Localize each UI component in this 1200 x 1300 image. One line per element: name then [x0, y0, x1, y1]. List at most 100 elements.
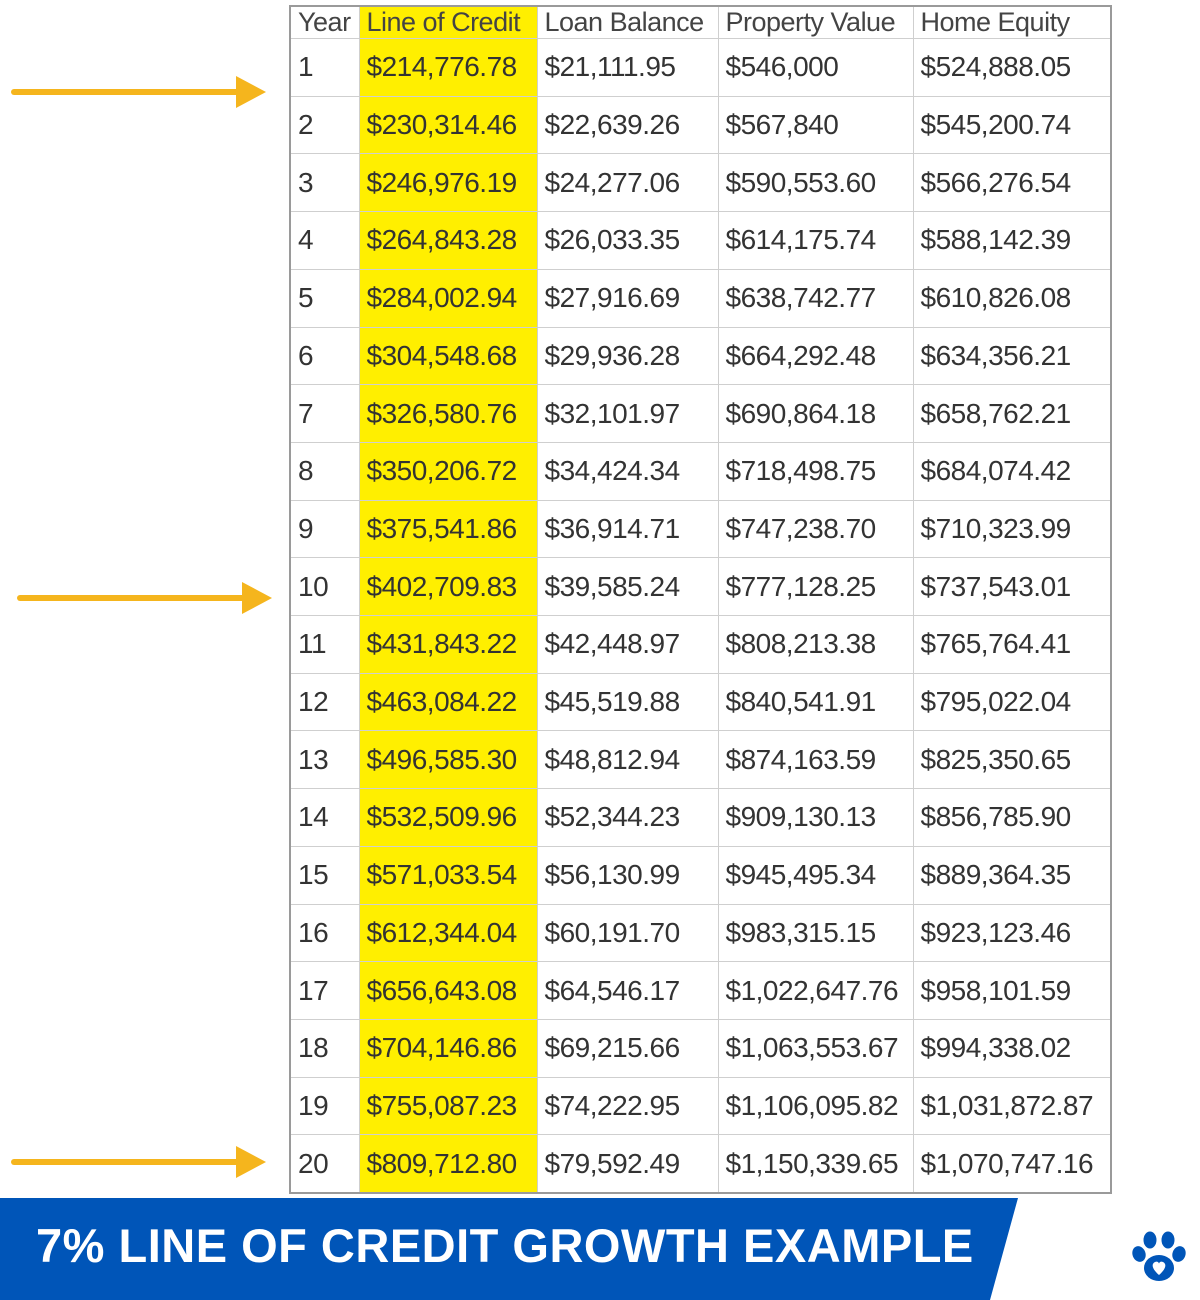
cell-line-of-credit: $809,712.80	[359, 1134, 538, 1192]
column-header-property-value: Property Value	[718, 7, 914, 39]
cell-line-of-credit: $463,084.22	[359, 673, 538, 732]
cell-loan-balance: $69,215.66	[537, 1019, 719, 1078]
cell-home-equity: $958,101.59	[913, 961, 1110, 1020]
cell-home-equity: $825,350.65	[913, 730, 1110, 790]
cell-year: 20	[291, 1134, 360, 1192]
table-row: 16 $612,344.04 $60,191.70 $983,315.15 $923,1…	[291, 904, 1110, 963]
cell-loan-balance: $39,585.24	[537, 557, 719, 617]
cell-property-value: $590,553.60	[718, 153, 914, 213]
cell-loan-balance: $22,639.26	[537, 96, 719, 155]
cell-home-equity: $994,338.02	[913, 1019, 1110, 1078]
cell-year: 15	[291, 846, 360, 905]
cell-year: 4	[291, 211, 360, 270]
cell-loan-balance: $27,916.69	[537, 269, 719, 328]
cell-property-value: $690,864.18	[718, 384, 914, 443]
cell-property-value: $909,130.13	[718, 788, 914, 847]
cell-year: 6	[291, 327, 360, 386]
cell-line-of-credit: $532,509.96	[359, 788, 538, 847]
table-body: 1 $214,776.78 $21,111.95 $546,000 $524,888.0…	[291, 38, 1110, 1192]
table-row: 14 $532,509.96 $52,344.23 $909,130.13 $856,7…	[291, 788, 1110, 847]
cell-line-of-credit: $350,206.72	[359, 442, 538, 501]
cell-property-value: $808,213.38	[718, 615, 914, 674]
column-header-loan-balance: Loan Balance	[537, 7, 719, 39]
cell-line-of-credit: $326,580.76	[359, 384, 538, 443]
cell-home-equity: $795,022.04	[913, 673, 1110, 732]
cell-line-of-credit: $704,146.86	[359, 1019, 538, 1078]
cell-year: 5	[291, 269, 360, 328]
cell-year: 14	[291, 788, 360, 847]
cell-line-of-credit: $755,087.23	[359, 1077, 538, 1136]
table-row: 17 $656,643.08 $64,546.17 $1,022,647.76 $958…	[291, 961, 1110, 1020]
cell-line-of-credit: $612,344.04	[359, 904, 538, 963]
cell-property-value: $664,292.48	[718, 327, 914, 386]
cell-year: 19	[291, 1077, 360, 1136]
cell-loan-balance: $48,812.94	[537, 730, 719, 790]
cell-loan-balance: $64,546.17	[537, 961, 719, 1020]
cell-property-value: $614,175.74	[718, 211, 914, 270]
cell-year: 13	[291, 730, 360, 790]
table-row: 15 $571,033.54 $56,130.99 $945,495.34 $889,3…	[291, 846, 1110, 905]
cell-home-equity: $1,070,747.16	[920, 1147, 1094, 1179]
column-header-home-equity: Home Equity	[913, 7, 1110, 39]
cell-property-value: $983,315.15	[718, 904, 914, 963]
table-row: 10 $402,709.83 $39,585.24 $777,128.25 $737,5…	[291, 557, 1110, 617]
cell-year: 10	[291, 557, 360, 617]
table-row: 9 $375,541.86 $36,914.71 $747,238.70 $710,32…	[291, 500, 1110, 559]
table-row: 5 $284,002.94 $27,916.69 $638,742.77 $610,82…	[291, 269, 1110, 328]
cell-loan-balance: $21,111.95	[537, 38, 719, 97]
cell-line-of-credit: $431,843.22	[359, 615, 538, 674]
cell-year: 1	[291, 38, 360, 97]
cell-loan-balance: $29,936.28	[537, 327, 719, 386]
cell-home-equity: $658,762.21	[913, 384, 1110, 443]
cell-property-value: $1,150,339.65	[718, 1134, 914, 1192]
banner-background	[0, 1198, 1018, 1300]
cell-year: 12	[291, 673, 360, 732]
cell-line-of-credit: $571,033.54	[359, 846, 538, 905]
credit-growth-table-container: Year Line of Credit Loan Balance Propert…	[289, 5, 1112, 1194]
table-row: 12 $463,084.22 $45,519.88 $840,541.91 $795,0…	[291, 673, 1110, 732]
right-arrow-icon	[11, 1146, 266, 1178]
right-arrow-icon	[11, 76, 266, 108]
cell-line-of-credit: $284,002.94	[359, 269, 538, 328]
cell-home-equity: $765,764.41	[913, 615, 1110, 674]
cell-property-value: $874,163.59	[718, 730, 914, 790]
column-header-line-of-credit: Line of Credit	[359, 7, 538, 39]
right-arrow-icon	[17, 582, 272, 614]
cell-property-value: $638,742.77	[718, 269, 914, 328]
cell-property-value: $777,128.25	[718, 557, 914, 617]
table-row: 8 $350,206.72 $34,424.34 $718,498.75 $684,07…	[291, 442, 1110, 501]
table-row: 11 $431,843.22 $42,448.97 $808,213.38 $765,7…	[291, 615, 1110, 674]
table-row: 6 $304,548.68 $29,936.28 $664,292.48 $634,35…	[291, 327, 1110, 386]
cell-property-value: $1,063,553.67	[718, 1019, 914, 1078]
cell-year: 7	[291, 384, 360, 443]
cell-home-equity: $684,074.42	[913, 442, 1110, 501]
cell-home-equity: $634,356.21	[913, 327, 1110, 386]
credit-growth-table: Year Line of Credit Loan Balance Propert…	[291, 7, 1110, 1192]
cell-loan-balance: $45,519.88	[537, 673, 719, 732]
cell-loan-balance: $36,914.71	[537, 500, 719, 559]
cell-loan-balance: $79,592.49	[537, 1134, 719, 1192]
cell-line-of-credit: $230,314.46	[359, 96, 538, 155]
cell-line-of-credit: $402,709.83	[359, 557, 538, 617]
table-row: 2 $230,314.46 $22,639.26 $567,840 $545,200.7…	[291, 96, 1110, 155]
cell-property-value: $1,106,095.82	[718, 1077, 914, 1136]
cell-home-equity: $737,543.01	[913, 557, 1110, 617]
cell-line-of-credit: $656,643.08	[359, 961, 538, 1020]
cell-home-equity: $856,785.90	[913, 788, 1110, 847]
cell-line-of-credit: $246,976.19	[359, 153, 538, 213]
table-row: 18 $704,146.86 $69,215.66 $1,063,553.67 $994…	[291, 1019, 1110, 1078]
cell-home-equity: $710,323.99	[913, 500, 1110, 559]
table-row: 20 $809,712.80 $79,592.49 $1,150,339.65 $1,0…	[291, 1134, 1110, 1192]
table-row: 7 $326,580.76 $32,101.97 $690,864.18 $658,76…	[291, 384, 1110, 443]
cell-loan-balance: $56,130.99	[537, 846, 719, 905]
cell-home-equity: $524,888.05	[913, 38, 1110, 97]
cell-home-equity: $610,826.08	[913, 269, 1110, 328]
cell-home-equity: $566,276.54	[913, 153, 1110, 213]
cell-loan-balance: $60,191.70	[537, 904, 719, 963]
paw-print-icon	[1132, 1231, 1186, 1281]
cell-property-value: $840,541.91	[718, 673, 914, 732]
cell-year: 8	[291, 442, 360, 501]
cell-property-value: $747,238.70	[718, 500, 914, 559]
cell-property-value: $1,022,647.76	[718, 961, 914, 1020]
cell-year: 9	[291, 500, 360, 559]
